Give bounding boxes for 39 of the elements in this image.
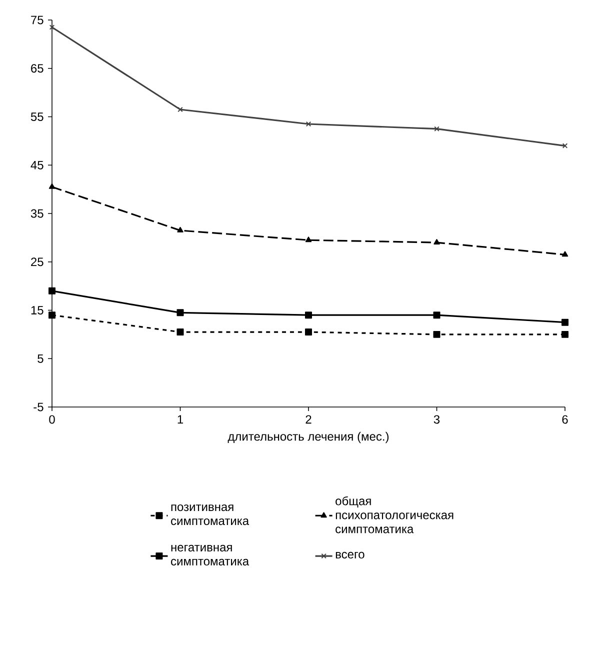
y-tick-label: 65 <box>31 64 44 73</box>
point <box>562 318 569 326</box>
point <box>305 312 312 319</box>
point <box>48 183 56 189</box>
legend-label: позитивная симптоматика <box>171 504 250 526</box>
point <box>562 251 568 257</box>
y-tick-label: 55 <box>30 112 44 121</box>
point <box>305 328 312 336</box>
y-tick-label: 45 <box>30 160 44 170</box>
x-tick-label: 2 <box>306 415 312 424</box>
point <box>433 330 440 338</box>
point <box>434 126 440 132</box>
y-tick-label: 35 <box>30 209 44 218</box>
point <box>176 328 184 336</box>
point <box>562 143 568 148</box>
y-tick-label: -5 <box>34 402 44 412</box>
y-tick-label: 5 <box>38 354 44 363</box>
point <box>48 287 56 294</box>
point <box>178 106 183 112</box>
point <box>433 312 440 319</box>
x-tick-label: 3 <box>434 415 440 424</box>
x-axis-title: длительность лечения (мес.) <box>228 432 389 444</box>
y-tick-label: 25 <box>31 258 44 266</box>
legend-label: негативная симптоматика <box>171 544 250 566</box>
legend-label: общая психопатологическая симптоматика <box>336 496 454 534</box>
point <box>306 121 312 127</box>
legend-label: всего <box>336 552 364 558</box>
point <box>305 236 312 242</box>
point <box>176 309 184 316</box>
y-tick-label: 75 <box>31 16 44 24</box>
point <box>177 226 184 232</box>
point <box>434 239 440 245</box>
point <box>49 24 55 30</box>
point <box>48 312 56 319</box>
y-tick-label: 15 <box>31 306 44 314</box>
point <box>562 330 569 338</box>
x-tick-label: 0 <box>49 415 55 424</box>
x-tick-label: 6 <box>562 415 568 424</box>
x-tick-label: 1 <box>178 415 184 424</box>
